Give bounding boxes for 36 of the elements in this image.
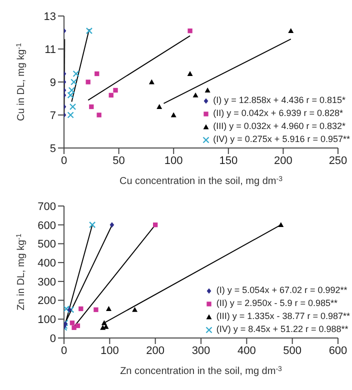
y-tick-label: 5 [50,142,56,155]
y-tick-label: 700 [38,200,56,213]
legend-label: (II) y = 0.042x + 6.939 r = 0.828* [213,107,343,120]
x-tick-label: 500 [283,344,302,357]
y-tick-label: 11 [44,44,56,56]
x-tick-label: 0 [60,154,68,167]
x-tick-label: 200 [146,344,165,357]
x-tick-label: 100 [164,154,183,167]
x-tick-label: 200 [274,154,292,167]
y-tick-label: 400 [38,257,56,270]
y-tick-label: 500 [38,238,56,251]
y-tick-label: 13 [44,10,56,23]
y-tick-label: 0 [50,332,56,345]
y-tick-label: 600 [38,220,56,232]
legend-label: (IV) y = 0.275x + 5.916 r = 0.957** [213,133,350,146]
y-tick-label: 7 [50,110,56,122]
x-tick-label: 50 [112,154,125,167]
x-tick-label: 400 [237,344,256,357]
legend-label: (IV) y = 8.45x + 51.22 r = 0.988** [216,323,348,336]
x-tick-label: 300 [192,344,210,357]
legend-label: (III) y = 1.335x - 38.77 r = 0.987** [216,310,350,323]
y-tick-label: 9 [50,76,56,89]
y-tick-label: 100 [38,314,56,326]
y-tick-label: 200 [38,295,56,308]
x-axis-title: Cu concentration in the soil, mg dm$^{-3}$ [120,176,283,187]
x-axis-title: Zn concentration in the soil, mg dm$^{-3}$ [120,366,282,377]
legend-label: (II) y = 2.950x - 5.9 r = 0.985** [216,297,338,310]
legend-label: (I) y = 12.858x + 4.436 r = 0.815* [213,94,346,107]
legend-label: (I) y = 5.054x + 67.02 r = 0.992** [216,284,348,297]
y-tick-label: 300 [38,276,56,288]
x-tick-label: 0 [60,344,68,357]
x-tick-label: 150 [219,154,238,167]
x-tick-label: 600 [328,344,348,357]
legend-label: (III) y = 0.032x + 4.960 r = 0.832* [213,120,346,133]
x-tick-label: 100 [100,344,119,357]
x-tick-label: 250 [328,154,348,167]
